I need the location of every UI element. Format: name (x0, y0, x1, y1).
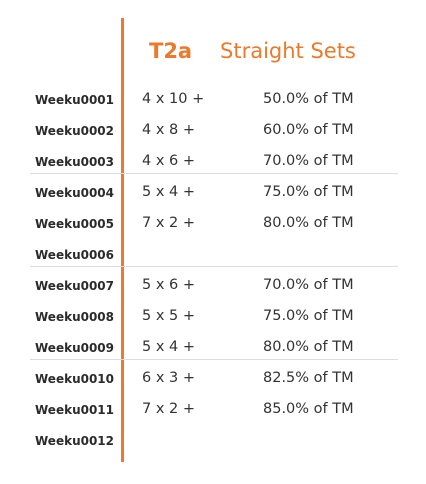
table-row: Weeku0010 6 x 3 + 82.5% of TM (0, 359, 426, 395)
set-rep-scheme: 5 x 4 + (142, 184, 196, 200)
set-type-header: Straight Sets (220, 39, 356, 63)
set-rep-scheme: 6 x 3 + (142, 370, 196, 386)
table-row: Weeku0002 4 x 8 + 60.0% of TM (0, 116, 426, 147)
table-row: Weeku0012 (0, 426, 426, 457)
week-label: Weeku0012 (35, 434, 115, 448)
table-row: Weeku0003 4 x 6 + 70.0% of TM (0, 147, 426, 178)
set-rep-scheme: 7 x 2 + (142, 401, 196, 417)
week-label: Weeku0011 (35, 403, 115, 417)
week-label: Weeku0010 (35, 372, 115, 386)
table-row: Weeku0011 7 x 2 + 85.0% of TM (0, 395, 426, 426)
week-label: Weeku0009 (35, 341, 115, 355)
table-row: Weeku0006 (0, 240, 426, 271)
set-rep-scheme: 5 x 6 + (142, 277, 196, 293)
set-rep-scheme: 4 x 6 + (142, 153, 196, 169)
training-max-percent: 75.0% of TM (263, 184, 354, 200)
training-max-percent: 80.0% of TM (263, 215, 354, 231)
program-table: Weeku0001 4 x 10 + 50.0% of TM Weeku0002… (0, 85, 426, 457)
week-label: Weeku0003 (35, 155, 115, 169)
set-rep-scheme: 4 x 8 + (142, 122, 196, 138)
vertical-divider (121, 18, 124, 462)
training-max-percent: 82.5% of TM (263, 370, 354, 386)
tier-header: T2a (149, 39, 193, 63)
week-label: Weeku0002 (35, 124, 115, 138)
table-row: Weeku0009 5 x 4 + 80.0% of TM (0, 333, 426, 364)
week-label: Weeku0007 (35, 279, 115, 293)
training-max-percent: 85.0% of TM (263, 401, 354, 417)
table-row: Weeku0004 5 x 4 + 75.0% of TM (0, 173, 426, 209)
set-rep-scheme: 7 x 2 + (142, 215, 196, 231)
table-row: Weeku0005 7 x 2 + 80.0% of TM (0, 209, 426, 240)
week-label: Weeku0001 (35, 93, 115, 107)
table-row: Weeku0007 5 x 6 + 70.0% of TM (0, 266, 426, 302)
training-max-percent: 80.0% of TM (263, 339, 354, 355)
week-label: Weeku0008 (35, 310, 115, 324)
set-rep-scheme: 4 x 10 + (142, 91, 205, 107)
set-rep-scheme: 5 x 5 + (142, 308, 196, 324)
week-label: Weeku0006 (35, 248, 115, 262)
week-label: Weeku0004 (35, 186, 115, 200)
training-max-percent: 70.0% of TM (263, 153, 354, 169)
training-max-percent: 75.0% of TM (263, 308, 354, 324)
table-row: Weeku0001 4 x 10 + 50.0% of TM (0, 85, 426, 116)
training-max-percent: 50.0% of TM (263, 91, 354, 107)
training-max-percent: 60.0% of TM (263, 122, 354, 138)
week-label: Weeku0005 (35, 217, 115, 231)
table-row: Weeku0008 5 x 5 + 75.0% of TM (0, 302, 426, 333)
set-rep-scheme: 5 x 4 + (142, 339, 196, 355)
training-max-percent: 70.0% of TM (263, 277, 354, 293)
